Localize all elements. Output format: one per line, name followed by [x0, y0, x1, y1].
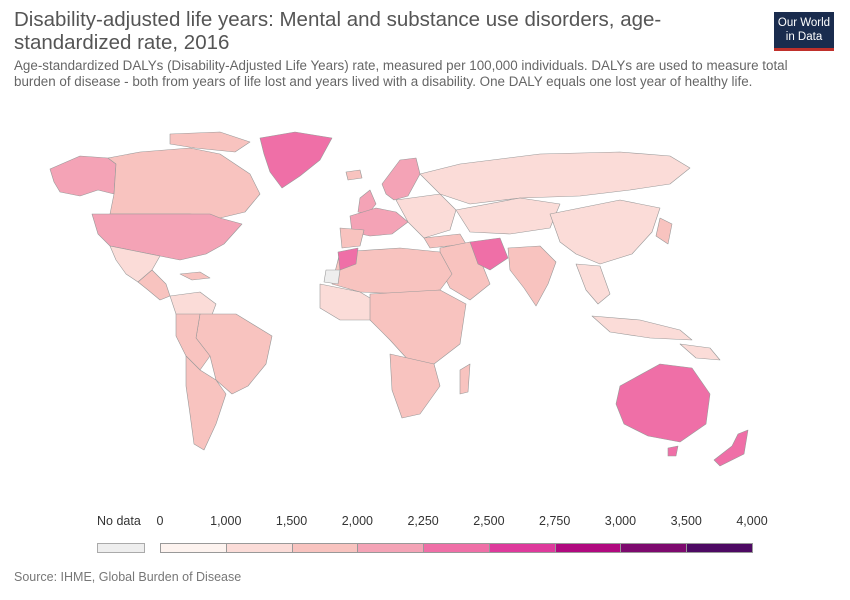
- region-iberia: [339, 227, 365, 249]
- region-canada: [107, 147, 261, 219]
- chart-subtitle: Age-standardized DALYs (Disability-Adjus…: [14, 58, 788, 89]
- legend-swatch[interactable]: [620, 543, 688, 553]
- legend-swatch[interactable]: [160, 543, 227, 553]
- region-greenland: [259, 131, 333, 189]
- legend-swatch[interactable]: [554, 543, 622, 553]
- color-legend: No data 0 1,000 1,500 2,000 2,250 2,500 2,750 3…: [0, 508, 850, 558]
- region-papua-new-guinea: [679, 343, 721, 361]
- legend-tick-label: 1,500: [275, 514, 308, 528]
- region-southern-africa: [389, 353, 441, 419]
- region-canadian-arctic: [169, 131, 251, 153]
- legend-tick-label: 4,000: [736, 514, 768, 528]
- region-australia: [615, 363, 711, 443]
- region-southern-cone: [185, 355, 227, 451]
- region-usa: [91, 213, 243, 261]
- region-south-asia: [507, 245, 557, 307]
- region-tasmania: [667, 445, 679, 457]
- legend-tick-label: 2,750: [539, 514, 571, 528]
- legend-swatch[interactable]: [357, 543, 425, 553]
- legend-swatch[interactable]: [686, 543, 753, 553]
- legend-swatch[interactable]: [225, 543, 293, 553]
- region-no-data: [323, 269, 341, 285]
- legend-tick-label: 2,500: [473, 514, 505, 528]
- legend-tick-label: 1,000: [210, 514, 242, 528]
- region-east-asia-islands: [655, 217, 673, 245]
- region-alaska: [49, 155, 117, 197]
- region-peru-bolivia: [175, 313, 211, 371]
- legend-no-data-swatch[interactable]: [97, 543, 145, 553]
- logo-line-2: in Data: [785, 31, 823, 43]
- legend-swatch[interactable]: [488, 543, 556, 553]
- region-new-zealand: [713, 429, 749, 467]
- legend-swatch[interactable]: [423, 543, 490, 553]
- legend-tick-label: 2,000: [341, 514, 373, 528]
- region-caribbean: [179, 271, 211, 281]
- region-eastern-europe: [395, 193, 457, 239]
- legend-no-data-label: No data: [97, 514, 141, 528]
- region-maritime-asia: [591, 315, 693, 341]
- legend-tick-label: 2,250: [407, 514, 439, 528]
- region-madagascar: [459, 363, 471, 395]
- legend-tick-label: 3,000: [604, 514, 637, 528]
- region-southeast-asia: [575, 263, 611, 305]
- region-central-asia: [455, 197, 561, 235]
- source-note: Source: IHME, Global Burden of Disease: [14, 570, 242, 584]
- legend-swatch[interactable]: [291, 543, 359, 553]
- region-scandinavia: [381, 157, 421, 201]
- legend-tick-label: 3,500: [670, 514, 702, 528]
- region-morocco: [337, 247, 359, 271]
- legend-tick-label: 0: [156, 514, 164, 528]
- region-china: [549, 199, 661, 265]
- world-map[interactable]: [20, 124, 832, 490]
- owid-logo[interactable]: Our World in Data: [774, 12, 834, 51]
- logo-line-1: Our World: [777, 17, 831, 29]
- region-iran: [469, 237, 509, 271]
- region-russia: [419, 151, 691, 205]
- region-central-africa: [369, 289, 467, 365]
- region-iceland: [345, 169, 363, 181]
- chart-title: Disability-adjusted life years: Mental a…: [14, 8, 662, 54]
